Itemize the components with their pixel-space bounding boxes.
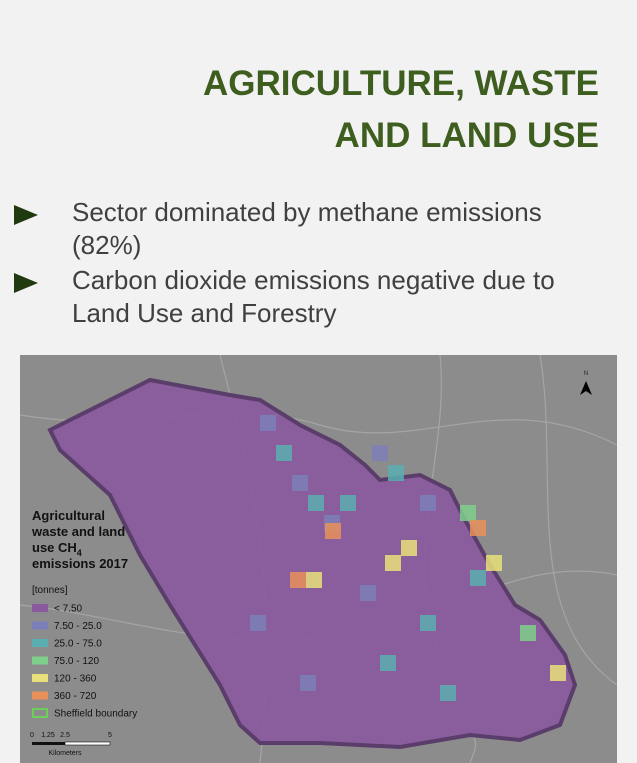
- scale-label: 0: [30, 732, 34, 739]
- bullet-arrow: [14, 205, 38, 225]
- scale-segment: [32, 742, 65, 745]
- legend-label: 7.50 - 25.0: [54, 621, 102, 632]
- legend-swatch: [32, 656, 48, 665]
- map: Agricultural waste and land use CH4 emissio…: [20, 355, 617, 763]
- legend-title-subscript: 4: [77, 548, 82, 558]
- legend-label: 25.0 - 75.0: [54, 639, 102, 650]
- legend-label: 120 - 360: [54, 674, 97, 685]
- legend-label: Sheffield boundary: [54, 709, 137, 720]
- legend-swatch: [32, 621, 48, 630]
- legend-title-part: emissions 2017: [32, 556, 128, 571]
- legend-label: 360 - 720: [54, 691, 97, 702]
- legend-title: Agricultural waste and land use CH4 emissio…: [31, 508, 128, 571]
- bullet-arrow: [14, 273, 38, 293]
- legend-swatch: [32, 674, 48, 682]
- legend-title-part: Agricultural: [32, 508, 105, 523]
- legend-label: < 7.50: [54, 604, 83, 615]
- legend-swatch: [32, 639, 48, 647]
- scale-segment: [64, 741, 111, 746]
- north-label: N: [584, 371, 588, 377]
- legend-label: 75.0 - 120: [54, 656, 99, 667]
- scale-bar: 0 1.25 2.5 5 Kilometers: [30, 732, 112, 757]
- title-line: AGRICULTURE, WASTE: [202, 64, 599, 103]
- bullet-item: Carbon dioxide emissions negative due to…: [0, 264, 617, 330]
- bullet-text: Carbon dioxide emissions negative due to…: [72, 265, 555, 328]
- scale-label: 2.5: [60, 732, 70, 739]
- legend: Agricultural waste and land use CH4 emissio…: [31, 508, 137, 720]
- legend-title-part: use CH: [32, 540, 77, 555]
- legend-title-part: waste and land: [31, 524, 125, 539]
- scale-unit: Kilometers: [48, 750, 82, 757]
- grid-cells: [250, 415, 566, 701]
- legend-swatch: [32, 691, 48, 700]
- legend-swatch: [32, 708, 48, 718]
- bullet-list: Sector dominated by methane emissions (8…: [0, 196, 637, 332]
- bullet-item: Sector dominated by methane emissions (8…: [0, 196, 617, 262]
- legend-units: [tonnes]: [32, 585, 68, 596]
- region: [47, 377, 578, 750]
- title-line: AND LAND USE: [334, 116, 599, 155]
- slide-title: AGRICULTURE, WASTE AND LAND USE: [203, 58, 599, 162]
- legend-swatch: [32, 604, 48, 612]
- scale-label: 5: [108, 732, 112, 739]
- north-arrow: N: [580, 371, 592, 395]
- scale-label: 1.25: [41, 732, 55, 739]
- bullet-text: Sector dominated by methane emissions (8…: [72, 197, 542, 260]
